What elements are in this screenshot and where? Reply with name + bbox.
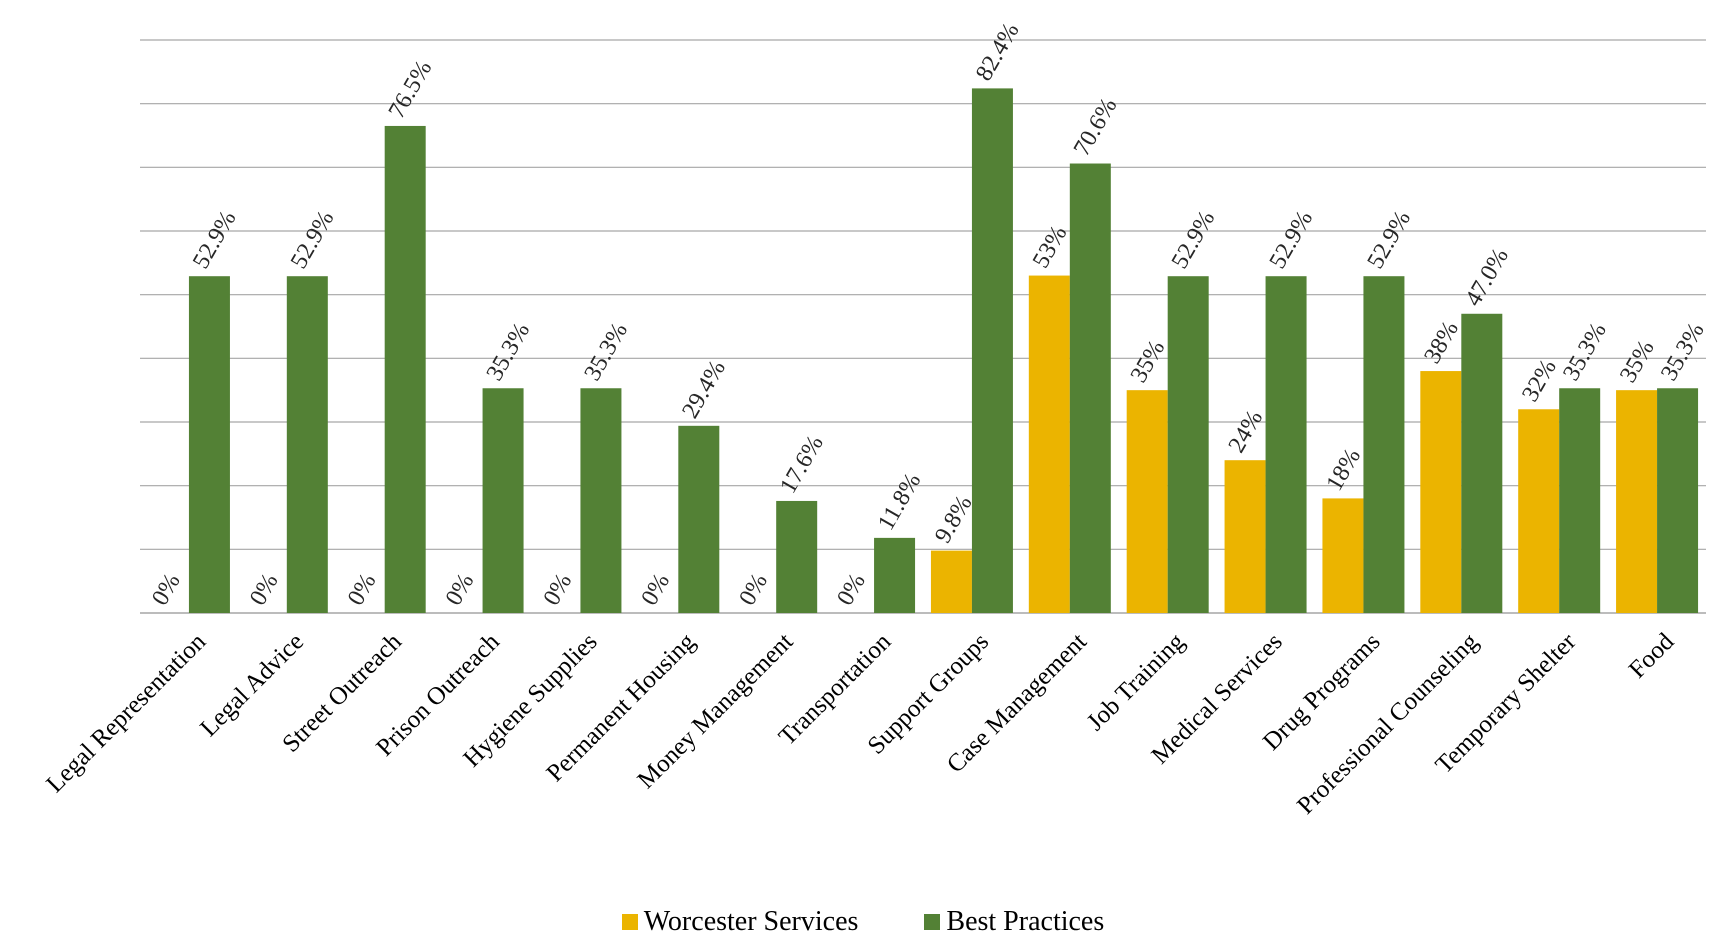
data-label-best-practices-permanent-housing: 29.4% xyxy=(677,356,731,423)
data-label-worcester-services-professional-counseling: 38% xyxy=(1419,317,1464,368)
bar-best-practices-legal-representation xyxy=(188,276,230,613)
data-label-best-practices-street-outreach: 76.5% xyxy=(384,56,438,123)
data-label-best-practices-support-groups: 82.4% xyxy=(971,19,1025,86)
bar-worcester-services-medical-services xyxy=(1224,460,1266,613)
data-label-worcester-services-support-groups: 9.8% xyxy=(930,491,978,547)
data-label-worcester-services-food: 35% xyxy=(1615,336,1660,387)
data-label-best-practices-drug-programs: 52.9% xyxy=(1363,207,1417,274)
data-label-worcester-services-permanent-housing: 0% xyxy=(636,569,675,610)
bar-best-practices-hygiene-supplies xyxy=(580,388,622,613)
legend-label-best-practices: Best Practices xyxy=(946,906,1105,937)
bar-best-practices-medical-services xyxy=(1265,276,1307,613)
bar-worcester-services-case-management xyxy=(1028,275,1070,613)
data-label-best-practices-hygiene-supplies: 35.3% xyxy=(580,319,634,386)
data-label-best-practices-money-management: 17.6% xyxy=(775,431,829,498)
data-label-best-practices-job-training: 52.9% xyxy=(1167,207,1221,274)
bar-best-practices-support-groups xyxy=(971,88,1013,614)
legend-swatch-worcester-services xyxy=(621,914,638,930)
bar-best-practices-street-outreach xyxy=(384,125,426,613)
legend-swatch-best-practices xyxy=(924,914,941,930)
bar-best-practices-money-management xyxy=(776,500,818,613)
x-tick-label-legal-representation: Legal Representation xyxy=(41,628,211,798)
data-label-worcester-services-case-management: 53% xyxy=(1028,221,1073,272)
bar-best-practices-job-training xyxy=(1167,276,1209,613)
data-label-worcester-services-legal-representation: 0% xyxy=(147,569,186,610)
bar-worcester-services-job-training xyxy=(1126,390,1168,613)
data-label-worcester-services-hygiene-supplies: 0% xyxy=(539,569,578,610)
data-label-best-practices-professional-counseling: 47.0% xyxy=(1460,244,1514,311)
data-label-worcester-services-legal-advice: 0% xyxy=(245,569,284,610)
legend-item-worcester-services: Worcester Services xyxy=(621,906,859,938)
bar-best-practices-food xyxy=(1657,388,1699,613)
bar-best-practices-professional-counseling xyxy=(1461,313,1503,613)
data-label-best-practices-legal-representation: 52.9% xyxy=(188,207,242,274)
bar-best-practices-legal-advice xyxy=(286,276,328,613)
bar-worcester-services-temporary-shelter xyxy=(1518,409,1560,613)
data-label-worcester-services-job-training: 35% xyxy=(1126,336,1171,387)
data-label-best-practices-prison-outreach: 35.3% xyxy=(482,319,536,386)
bar-best-practices-prison-outreach xyxy=(482,388,524,613)
data-label-worcester-services-prison-outreach: 0% xyxy=(441,569,480,610)
bar-worcester-services-professional-counseling xyxy=(1420,371,1462,613)
data-label-worcester-services-drug-programs: 18% xyxy=(1322,444,1367,495)
data-label-best-practices-transportation: 11.8% xyxy=(873,469,926,535)
bar-best-practices-drug-programs xyxy=(1363,276,1405,613)
data-label-worcester-services-temporary-shelter: 32% xyxy=(1517,355,1562,406)
bar-worcester-services-food xyxy=(1616,390,1658,613)
bar-best-practices-transportation xyxy=(874,537,916,613)
bar-worcester-services-drug-programs xyxy=(1322,498,1364,613)
bar-chart: 0%52.9%Legal Representation0%52.9%Legal … xyxy=(41,19,1710,820)
data-label-best-practices-legal-advice: 52.9% xyxy=(286,207,340,274)
legend: Worcester Services Best Practices xyxy=(0,905,1726,939)
data-label-best-practices-temporary-shelter: 35.3% xyxy=(1558,319,1612,386)
x-tick-label-professional-counseling: Professional Counseling xyxy=(1292,628,1484,820)
data-label-worcester-services-money-management: 0% xyxy=(734,569,773,610)
data-label-worcester-services-street-outreach: 0% xyxy=(343,569,382,610)
data-label-best-practices-food: 35.3% xyxy=(1656,319,1710,386)
x-tick-label-food: Food xyxy=(1624,628,1680,684)
bar-best-practices-case-management xyxy=(1069,163,1111,613)
data-label-best-practices-medical-services: 52.9% xyxy=(1265,207,1319,274)
x-tick-label-job-training: Job Training xyxy=(1082,628,1190,736)
bar-best-practices-temporary-shelter xyxy=(1559,388,1601,613)
data-label-worcester-services-transportation: 0% xyxy=(832,569,871,610)
bar-best-practices-permanent-housing xyxy=(678,425,720,613)
data-label-worcester-services-medical-services: 24% xyxy=(1224,406,1269,457)
legend-item-best-practices: Best Practices xyxy=(924,906,1104,938)
bar-worcester-services-support-groups xyxy=(930,550,972,613)
legend-label-worcester-services: Worcester Services xyxy=(643,906,859,937)
